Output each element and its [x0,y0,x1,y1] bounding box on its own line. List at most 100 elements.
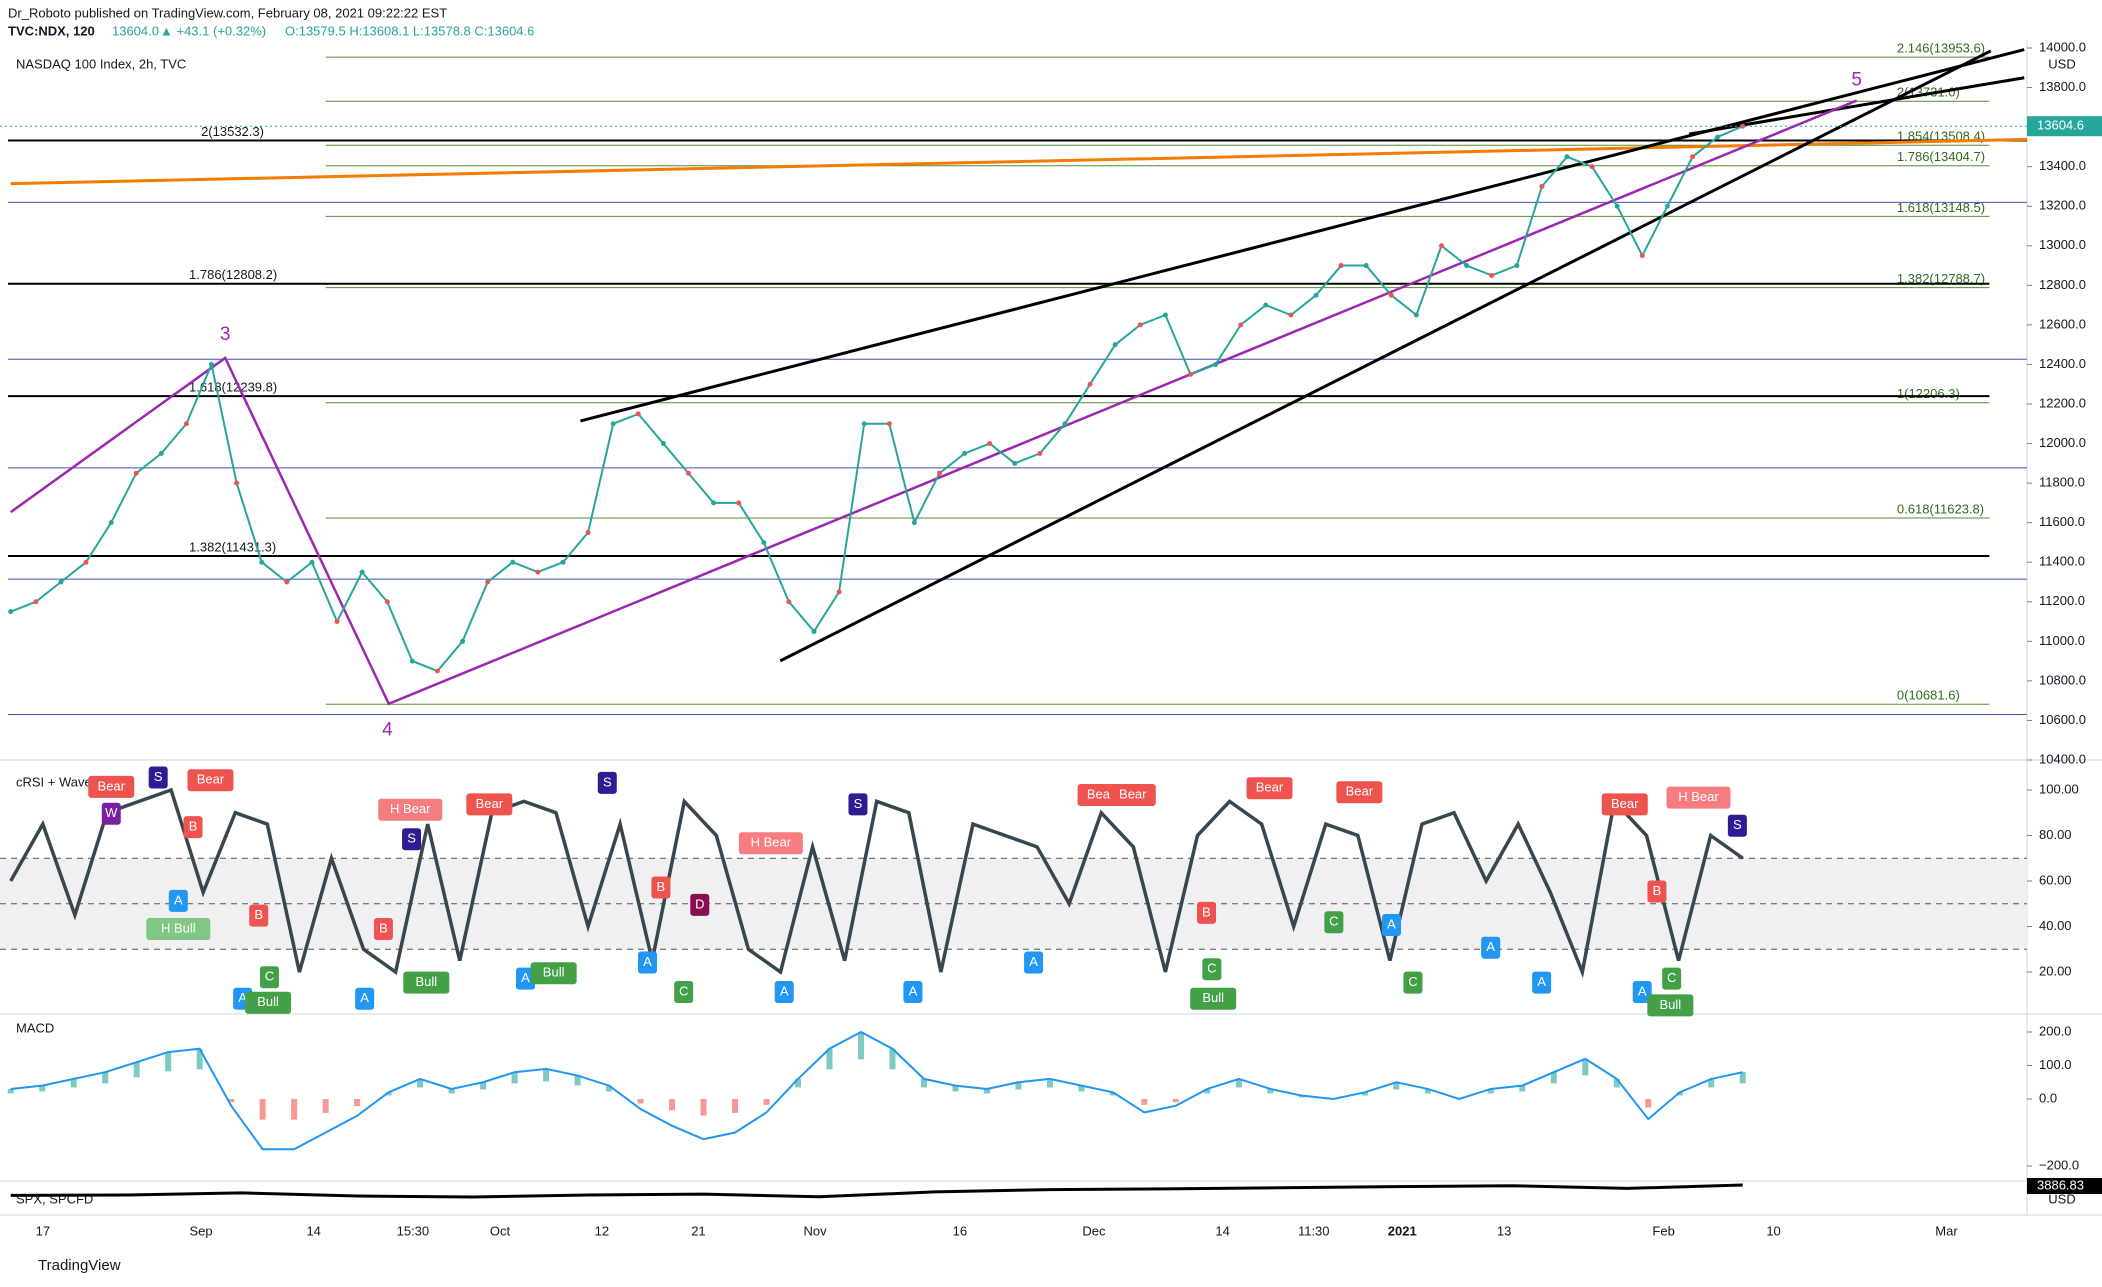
y-tick-label: 11200.0 [2039,593,2085,608]
price-point [987,441,993,447]
x-tick-label: Feb [1652,1223,1674,1238]
macd-bar [1078,1085,1085,1092]
price-point [962,450,968,456]
macd-line [10,1030,1743,1151]
price-point [1213,361,1219,367]
price-point [585,530,591,536]
y-tick-label: 13400.0 [2039,158,2086,173]
macd-bar [1708,1078,1715,1088]
signal-badge [355,987,375,1010]
signal-badge [1666,786,1731,809]
signal-label: A [1029,954,1038,969]
signal-badge [1647,880,1667,903]
signal-badge [651,876,671,899]
signal-badge [249,904,269,927]
price-point [1238,322,1244,328]
x-tick-label: 17 [36,1223,50,1238]
macd-title: MACD [16,1020,54,1035]
price-point [8,609,14,615]
y-tick-label: 11600.0 [2039,514,2085,529]
fib-label-left: 1.786(12808.2) [189,267,277,282]
x-tick-label: 12 [595,1223,609,1238]
y-tick-label: 12000.0 [2039,435,2086,450]
macd-bar [480,1082,487,1090]
wave-label: 3 [220,324,231,345]
macd-bar [1393,1082,1400,1090]
price-point [1263,302,1269,308]
macd-bar [1109,1092,1116,1096]
y-tick-label: 13000.0 [2039,237,2086,252]
trend-line [10,137,2027,186]
signal-label: Bear [1119,786,1147,801]
macd-bar [448,1088,455,1094]
signal-label: Bull [415,974,437,989]
wave-line [9,99,1858,706]
macd-bar [291,1099,298,1120]
price-point [936,470,942,476]
signal-label: C [1329,914,1338,929]
signal-label: Bear [1087,786,1115,801]
fib-label: 1.618(13148.5) [1897,200,1985,215]
y-tick-label: 12400.0 [2039,356,2086,371]
x-tick-label: 13 [1497,1223,1511,1238]
signal-badge [1190,987,1237,1010]
signal-badge [88,775,135,798]
price-point [685,470,691,476]
wave-label: 4 [382,720,393,741]
signal-badge [259,966,279,989]
macd-bar [889,1048,896,1070]
signal-badge [1662,967,1682,990]
macd-bar [857,1032,864,1060]
macd-bar [1046,1078,1053,1088]
x-tick-label: 11:30 [1298,1223,1330,1238]
signal-badge [146,918,211,941]
price-point [1564,154,1570,160]
signal-label: S [854,796,863,811]
signal-label: Bear [98,778,126,793]
price-point [1439,243,1445,249]
spx-currency: USD [2048,1191,2075,1206]
fib-label: 1.382(12788.7) [1897,271,1985,286]
price-point [1740,123,1746,129]
signal-badge [1202,958,1222,981]
spx-tag [2027,1178,2102,1194]
signal-label: C [679,983,688,998]
trend-line [1688,76,2025,136]
signal-badge [148,766,168,789]
price-point [183,421,189,427]
signal-badge [1197,901,1217,924]
macd-bar [1613,1078,1620,1088]
x-tick-label: 21 [691,1223,705,1238]
price-point [334,619,340,625]
y-tick-label: 60.00 [2039,872,2072,887]
last-price-tag [2027,116,2102,137]
signal-badge [1109,783,1156,806]
price-point [761,539,767,545]
price-point [560,559,566,565]
signal-badge [848,793,868,816]
price-point [1137,322,1143,328]
y-tick-label: 13200.0 [2039,198,2086,213]
price-point [736,500,742,506]
price-point [861,421,867,427]
macd-bar [1487,1088,1494,1094]
signal-badge [183,816,203,839]
macd-bar [1141,1099,1148,1105]
price-point [1363,263,1369,269]
x-tick-label: 2021 [1388,1223,1417,1238]
signal-badge [1324,911,1344,934]
price-point [811,628,817,634]
signal-label: Bear [1256,780,1284,795]
macd-bar [196,1048,203,1070]
price-point [384,599,390,605]
price-point [1087,381,1093,387]
signal-badge [101,802,121,825]
signal-label: Bull [543,965,565,980]
x-tick-label: 15:30 [397,1223,430,1238]
signal-badge [516,967,535,990]
signal-badge [597,771,617,794]
y-tick-label: 10600.0 [2039,712,2086,727]
macd-bar [1361,1092,1368,1096]
